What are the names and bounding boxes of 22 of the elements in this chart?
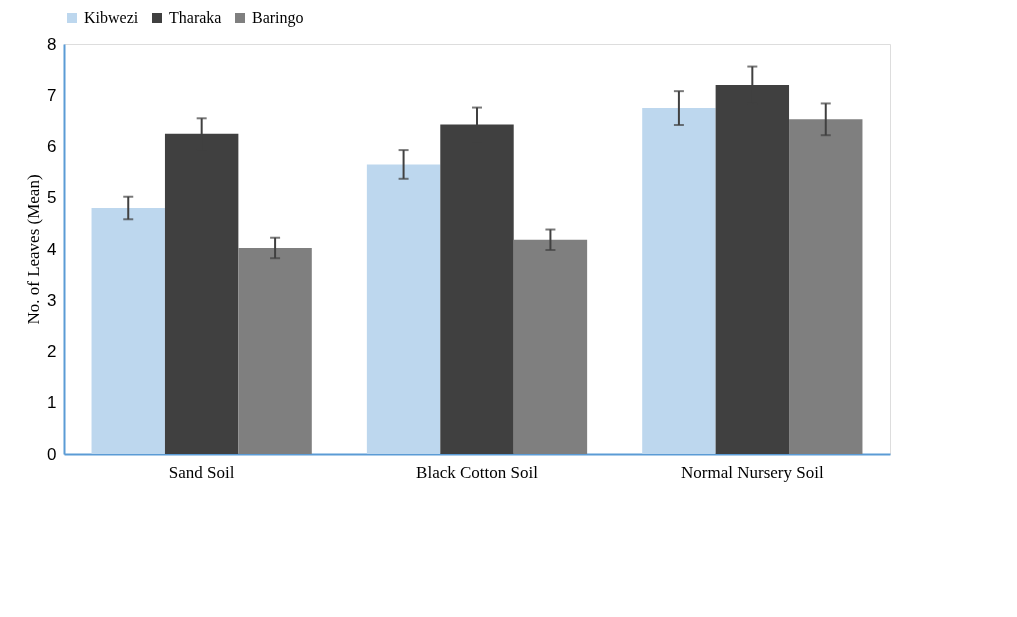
legend-label: Kibwezi <box>84 9 139 26</box>
bar <box>513 239 588 454</box>
y-tick-label: 6 <box>47 137 57 156</box>
bar <box>238 247 312 454</box>
y-tick-label: 5 <box>47 188 57 208</box>
x-tick-label: Sand Soil <box>168 462 235 482</box>
x-tick-label: Normal Nursery Soil <box>681 462 824 482</box>
legend-label: Tharaka <box>169 9 222 26</box>
bar <box>366 164 441 454</box>
y-tick-label: 7 <box>47 85 57 105</box>
y-tick-label: 1 <box>47 393 57 413</box>
y-tick-label: 2 <box>47 342 57 361</box>
y-tick-label: 4 <box>47 239 57 259</box>
legend-label: Baringo <box>252 9 304 27</box>
bar <box>789 119 863 454</box>
bar <box>642 108 716 454</box>
y-axis-title: No. of Leaves (Mean) <box>24 174 44 325</box>
bar <box>91 208 165 454</box>
y-tick-label: 3 <box>47 290 57 310</box>
y-tick-label: 0 <box>47 444 57 464</box>
x-tick-label: Black Cotton Soil <box>416 462 539 482</box>
y-tick-label: 8 <box>47 34 57 54</box>
